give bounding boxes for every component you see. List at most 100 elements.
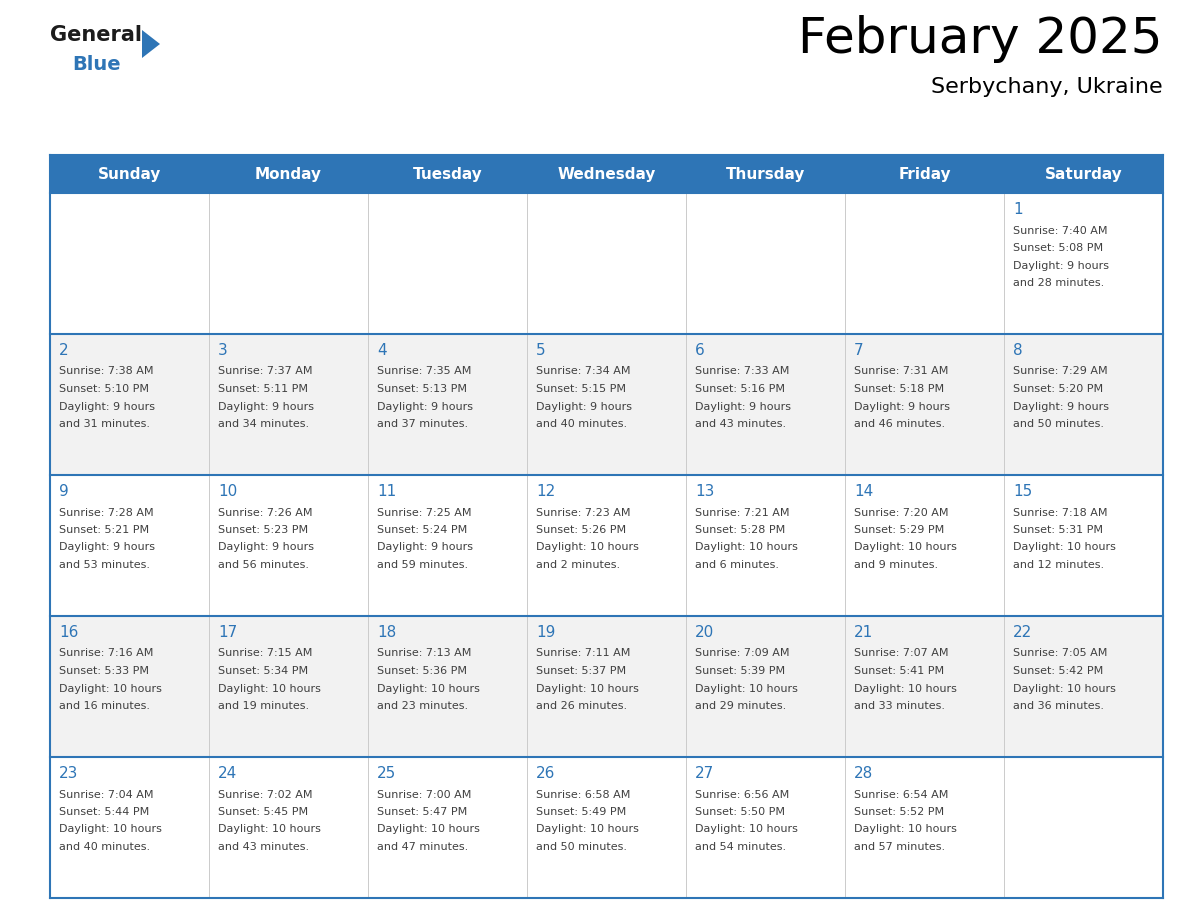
Text: 13: 13 [695,484,714,499]
Text: 23: 23 [59,766,78,781]
Text: Sunrise: 7:33 AM: Sunrise: 7:33 AM [695,366,789,376]
Text: Daylight: 10 hours: Daylight: 10 hours [1013,543,1116,553]
Text: 28: 28 [854,766,873,781]
Text: 16: 16 [59,625,78,640]
Text: Daylight: 9 hours: Daylight: 9 hours [219,543,314,553]
Text: Sunrise: 7:38 AM: Sunrise: 7:38 AM [59,366,153,376]
Bar [1004,616,1163,757]
Text: Daylight: 10 hours: Daylight: 10 hours [59,684,162,693]
Text: Daylight: 9 hours: Daylight: 9 hours [59,543,154,553]
Text: Sunrise: 7:16 AM: Sunrise: 7:16 AM [59,648,153,658]
Text: Sunrise: 7:09 AM: Sunrise: 7:09 AM [695,648,790,658]
Text: Daylight: 9 hours: Daylight: 9 hours [219,401,314,411]
Text: Daylight: 9 hours: Daylight: 9 hours [377,543,473,553]
Text: Friday: Friday [898,166,950,182]
Text: Wednesday: Wednesday [557,166,656,182]
Text: Daylight: 10 hours: Daylight: 10 hours [854,684,956,693]
Bar [685,616,845,757]
Text: Daylight: 10 hours: Daylight: 10 hours [536,684,639,693]
Polygon shape [143,30,160,58]
Text: Sunrise: 7:15 AM: Sunrise: 7:15 AM [219,648,312,658]
Text: Sunset: 5:34 PM: Sunset: 5:34 PM [219,666,308,676]
Text: 11: 11 [377,484,397,499]
Text: Sunrise: 7:23 AM: Sunrise: 7:23 AM [536,508,631,518]
Bar [1004,475,1163,616]
Text: Blue: Blue [72,55,121,74]
Text: Sunset: 5:28 PM: Sunset: 5:28 PM [695,525,785,535]
Bar [527,475,685,616]
Text: and 53 minutes.: and 53 minutes. [59,560,150,570]
Text: Sunset: 5:15 PM: Sunset: 5:15 PM [536,384,626,394]
Text: Sunset: 5:18 PM: Sunset: 5:18 PM [854,384,944,394]
Bar [527,193,685,334]
Text: and 9 minutes.: and 9 minutes. [854,560,939,570]
Text: and 46 minutes.: and 46 minutes. [854,419,946,429]
Text: Sunrise: 7:13 AM: Sunrise: 7:13 AM [377,648,472,658]
Bar [50,334,209,475]
Text: and 31 minutes.: and 31 minutes. [59,419,150,429]
Text: Sunset: 5:39 PM: Sunset: 5:39 PM [695,666,785,676]
Text: 6: 6 [695,343,704,358]
Text: and 40 minutes.: and 40 minutes. [59,842,150,852]
Bar [685,193,845,334]
Bar [368,334,527,475]
Bar [50,475,209,616]
Text: Sunset: 5:11 PM: Sunset: 5:11 PM [219,384,308,394]
Bar [527,616,685,757]
Text: 22: 22 [1013,625,1032,640]
Text: Daylight: 10 hours: Daylight: 10 hours [377,684,480,693]
Text: Sunset: 5:42 PM: Sunset: 5:42 PM [1013,666,1104,676]
Bar [845,475,1004,616]
Text: Sunrise: 6:54 AM: Sunrise: 6:54 AM [854,789,948,800]
Bar [685,475,845,616]
Text: 7: 7 [854,343,864,358]
Text: Sunrise: 7:37 AM: Sunrise: 7:37 AM [219,366,312,376]
Text: Saturday: Saturday [1044,166,1123,182]
Text: and 50 minutes.: and 50 minutes. [536,842,627,852]
Text: Daylight: 10 hours: Daylight: 10 hours [695,684,798,693]
Text: Sunrise: 7:29 AM: Sunrise: 7:29 AM [1013,366,1107,376]
Bar [50,155,1163,193]
Text: Sunset: 5:33 PM: Sunset: 5:33 PM [59,666,148,676]
Text: and 6 minutes.: and 6 minutes. [695,560,779,570]
Text: Sunrise: 7:35 AM: Sunrise: 7:35 AM [377,366,472,376]
Text: and 29 minutes.: and 29 minutes. [695,701,786,711]
Text: 2: 2 [59,343,69,358]
Text: Daylight: 10 hours: Daylight: 10 hours [377,824,480,834]
Text: Sunset: 5:44 PM: Sunset: 5:44 PM [59,807,150,817]
Text: and 34 minutes.: and 34 minutes. [219,419,309,429]
Bar [1004,334,1163,475]
Text: and 40 minutes.: and 40 minutes. [536,419,627,429]
Bar [845,757,1004,898]
Text: Sunset: 5:16 PM: Sunset: 5:16 PM [695,384,785,394]
Text: Sunset: 5:36 PM: Sunset: 5:36 PM [377,666,467,676]
Text: 5: 5 [536,343,545,358]
Bar [685,757,845,898]
Bar [1004,757,1163,898]
Bar [209,616,368,757]
Text: Daylight: 10 hours: Daylight: 10 hours [695,543,798,553]
Text: and 23 minutes.: and 23 minutes. [377,701,468,711]
Text: and 54 minutes.: and 54 minutes. [695,842,786,852]
Text: 14: 14 [854,484,873,499]
Bar [209,757,368,898]
Text: 9: 9 [59,484,69,499]
Bar [368,757,527,898]
Text: 18: 18 [377,625,397,640]
Bar [368,193,527,334]
Text: Sunrise: 7:26 AM: Sunrise: 7:26 AM [219,508,312,518]
Text: Daylight: 10 hours: Daylight: 10 hours [536,824,639,834]
Text: 24: 24 [219,766,238,781]
Text: Daylight: 10 hours: Daylight: 10 hours [536,543,639,553]
Text: Sunset: 5:10 PM: Sunset: 5:10 PM [59,384,148,394]
Bar [209,193,368,334]
Text: and 19 minutes.: and 19 minutes. [219,701,309,711]
Text: and 57 minutes.: and 57 minutes. [854,842,946,852]
Text: Serbychany, Ukraine: Serbychany, Ukraine [931,77,1163,97]
Bar [1004,193,1163,334]
Text: Daylight: 10 hours: Daylight: 10 hours [695,824,798,834]
Text: and 2 minutes.: and 2 minutes. [536,560,620,570]
Text: Daylight: 9 hours: Daylight: 9 hours [536,401,632,411]
Text: Sunset: 5:52 PM: Sunset: 5:52 PM [854,807,944,817]
Text: 20: 20 [695,625,714,640]
